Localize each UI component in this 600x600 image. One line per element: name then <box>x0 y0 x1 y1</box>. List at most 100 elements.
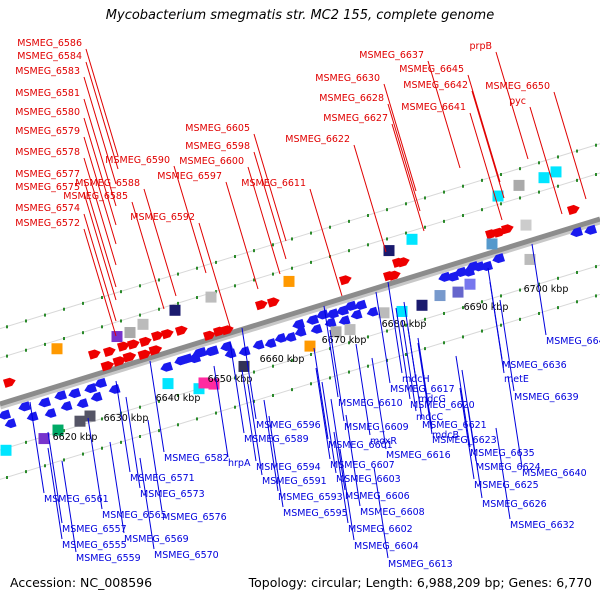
bottom-gene-label: hrpA <box>228 458 251 469</box>
track-tick <box>101 325 103 329</box>
top-gene-label: MSMEG_6581 <box>15 88 80 99</box>
bottom-gene-label: metE <box>504 374 529 385</box>
top-label-leader <box>85 48 119 157</box>
bottom-gene-label: MSMEG_6626 <box>482 499 547 510</box>
bottom-gene-label: MSMEG_6582 <box>164 453 229 464</box>
bottom-label-leader <box>499 299 515 392</box>
track-tick <box>500 173 502 177</box>
track-tick <box>329 347 331 351</box>
gene-arrow <box>103 346 116 357</box>
track-tick <box>310 231 312 235</box>
track-tick <box>348 341 350 345</box>
gene-arrow <box>324 317 337 328</box>
track-tick <box>500 323 502 327</box>
track-tick <box>443 219 445 223</box>
accession-text: Accession: NC_008596 <box>10 575 153 590</box>
gene-arrow <box>18 401 31 412</box>
bottom-gene-label: MSMEG_6640 <box>522 468 587 479</box>
gene-feature-block <box>193 383 205 395</box>
track-tick <box>595 294 597 298</box>
track-tick <box>405 323 407 327</box>
track-tick <box>272 243 274 247</box>
top-label-leader <box>247 166 281 275</box>
gene-arrow <box>267 297 280 308</box>
top-gene-label: MSMEG_6598 <box>185 141 250 152</box>
bottom-gene-label: MSMEG_6639 <box>514 392 579 403</box>
gene-arrow <box>188 353 201 364</box>
track-tick <box>44 464 46 468</box>
top-gene-label: MSMEG_6584 <box>17 51 82 62</box>
bottom-gene-label: MSMEG_6609 <box>344 422 409 433</box>
bottom-label-leader <box>313 347 329 440</box>
track-tick <box>462 335 464 339</box>
topology-text: Topology: circular; Length: 6,988,209 bp… <box>248 575 592 590</box>
track-tick <box>462 214 464 218</box>
bottom-gene-label: mdcG <box>418 394 446 405</box>
track-tick <box>25 348 27 352</box>
bottom-gene-label: MSMEG_6559 <box>76 553 141 564</box>
top-label-leader <box>387 103 421 212</box>
top-label-leader <box>83 213 117 322</box>
bottom-label-leader <box>373 466 389 559</box>
gene-arrow <box>112 356 127 367</box>
track-tick <box>234 376 236 380</box>
gene-arrow <box>160 361 173 372</box>
gene-feature-block <box>550 166 562 178</box>
track-tick <box>6 475 8 479</box>
gene-feature-block <box>84 410 96 422</box>
gene-feature-block <box>538 172 550 184</box>
bottom-gene-label: MSMEG_6601 <box>328 440 393 451</box>
track-tick <box>6 325 8 329</box>
track-tick <box>82 331 84 335</box>
top-gene-label: MSMEG_6628 <box>319 93 384 104</box>
top-label-leader <box>85 61 119 170</box>
bottom-label-leader <box>247 383 263 476</box>
bottom-label-leader <box>125 396 141 489</box>
bottom-label-leader <box>213 365 229 458</box>
gene-arrow <box>584 224 597 235</box>
gene-feature-block <box>406 233 418 245</box>
track-tick <box>120 290 122 294</box>
top-label-leader <box>471 90 505 199</box>
top-gene-label: MSMEG_6575 <box>15 182 80 193</box>
track-tick <box>139 313 141 317</box>
gene-feature-block <box>492 190 504 202</box>
gene-arrow <box>3 377 16 388</box>
bottom-gene-label: MSMEG_6613 <box>388 559 453 570</box>
bottom-gene-label: MSMEG_6616 <box>386 450 451 461</box>
gene-arrow <box>224 348 237 359</box>
track-tick <box>158 399 160 403</box>
track-tick <box>63 307 65 311</box>
gene-arrow <box>255 300 268 311</box>
track-tick <box>348 219 350 223</box>
gene-arrow <box>60 401 73 411</box>
gene-feature-block <box>452 286 464 298</box>
top-label-leader <box>253 133 287 242</box>
track-tick <box>481 329 483 333</box>
track-tick <box>519 167 521 171</box>
gene-feature-block <box>38 433 50 445</box>
bottom-gene-label: MSMEG_6593 <box>278 492 343 503</box>
track-tick <box>481 208 483 212</box>
bottom-gene-label: MSMEG_6595 <box>283 508 348 519</box>
top-gene-label: MSMEG_6583 <box>15 66 80 77</box>
top-label-leader <box>353 144 387 253</box>
top-label-leader <box>131 201 165 310</box>
bottom-gene-label: MSMEG_6570 <box>154 550 219 561</box>
top-label-leader <box>427 60 461 169</box>
bottom-gene-label: MSMEG_6620 <box>410 400 475 411</box>
track-tick <box>234 405 236 409</box>
top-gene-label: MSMEG_6578 <box>15 147 80 158</box>
bottom-label-leader <box>268 415 284 508</box>
top-gene-label: MSMEG_6579 <box>15 126 80 137</box>
bottom-label-leader <box>355 343 371 436</box>
gene-arrow <box>90 391 103 402</box>
track-tick <box>272 393 274 397</box>
gene-feature-block <box>162 378 174 390</box>
bottom-label-leader <box>387 281 403 374</box>
track-tick <box>538 161 540 165</box>
gene-arrow <box>127 339 140 350</box>
top-gene-label: MSMEG_6600 <box>179 156 244 167</box>
bottom-label-leader <box>87 417 103 510</box>
scale-label: 6660 kbp <box>260 354 305 365</box>
